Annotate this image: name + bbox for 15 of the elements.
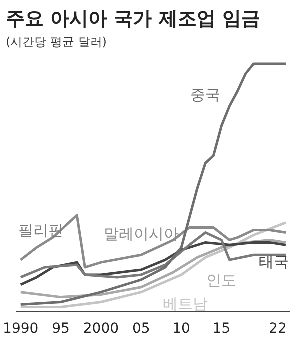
series-label: 인도 <box>206 272 237 290</box>
chart-subtitle: (시간당 평균 달러) <box>5 34 108 51</box>
x-tick-label: 10 <box>172 321 190 338</box>
series-label: 중국 <box>190 86 221 104</box>
x-tick-label: 05 <box>132 321 150 338</box>
x-tick-label: 2000 <box>83 321 120 338</box>
series-label: 태국 <box>258 253 289 272</box>
series-label: 필리핀 <box>18 221 64 240</box>
series-label: 말레이시아 <box>104 224 179 243</box>
x-tick-label: 1990 <box>3 321 39 338</box>
chart-title: 주요 아시아 국가 제조업 임금 <box>5 7 262 32</box>
x-tick-label: 22 <box>269 321 287 338</box>
x-tick-label: 15 <box>212 321 231 338</box>
x-tick-label: 95 <box>52 321 70 338</box>
series-label: 베트남 <box>163 294 208 313</box>
